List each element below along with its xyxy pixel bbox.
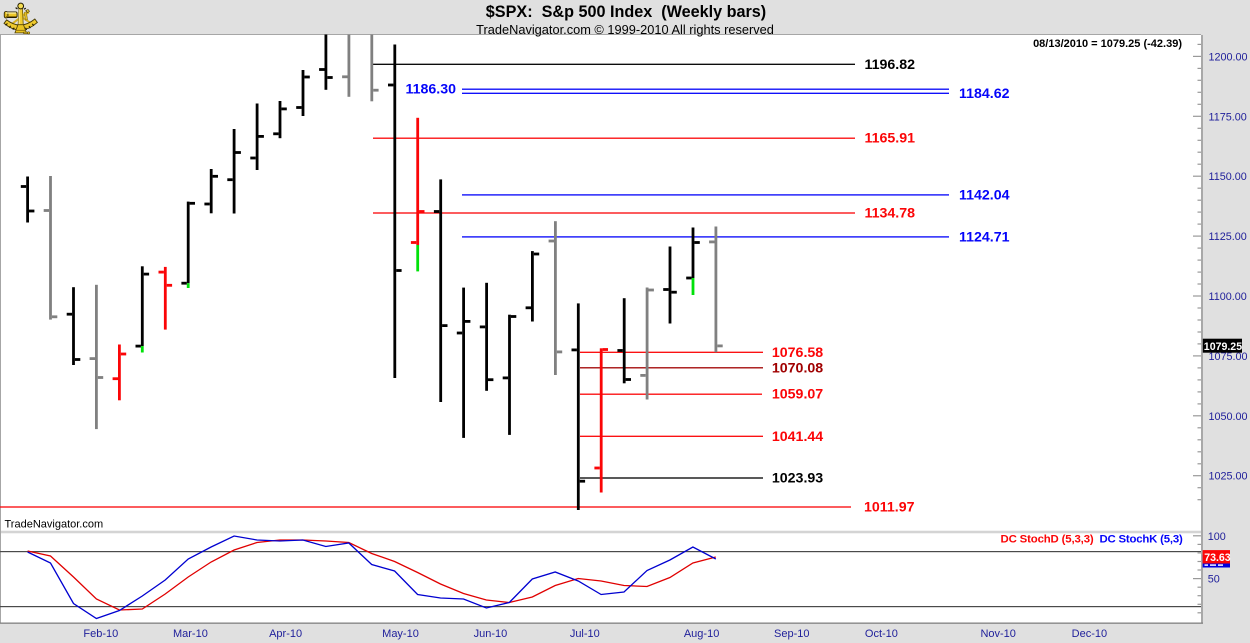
svg-text:1041.44: 1041.44	[772, 429, 823, 445]
svg-text:1175.00: 1175.00	[1209, 111, 1247, 123]
svg-text:1200.00: 1200.00	[1209, 51, 1248, 63]
svg-text:100: 100	[1208, 531, 1226, 543]
svg-text:1023.93: 1023.93	[772, 471, 823, 487]
svg-text:1134.78: 1134.78	[865, 206, 916, 222]
svg-text:1142.04: 1142.04	[959, 187, 1010, 203]
svg-text:1196.82: 1196.82	[865, 57, 916, 73]
svg-text:1059.07: 1059.07	[772, 387, 823, 403]
svg-text:1079.25: 1079.25	[1204, 341, 1242, 353]
svg-text:1125.00: 1125.00	[1209, 231, 1247, 243]
svg-text:1150.00: 1150.00	[1209, 171, 1247, 183]
svg-text:1184.62: 1184.62	[959, 86, 1010, 102]
svg-text:TradeNavigator.com: TradeNavigator.com	[5, 519, 104, 531]
svg-text:08/13/2010 = 1079.25 (-42.39): 08/13/2010 = 1079.25 (-42.39)	[1033, 38, 1182, 50]
svg-text:Mar-10: Mar-10	[173, 628, 208, 640]
svg-text:1165.91: 1165.91	[865, 131, 916, 147]
svg-text:$SPX: S&p 500 Index (Weekly: $SPX: S&p 500 Index (Weekly bars)	[486, 3, 766, 21]
svg-text:DC StochD (5,3,3): DC StochD (5,3,3)	[1001, 534, 1094, 546]
svg-text:May-10: May-10	[382, 628, 419, 640]
svg-text:Dec-10: Dec-10	[1072, 628, 1107, 640]
svg-text:DC StochK (5,3): DC StochK (5,3)	[1100, 534, 1183, 546]
svg-text:Nov-10: Nov-10	[980, 628, 1015, 640]
svg-text:Jul-10: Jul-10	[570, 628, 600, 640]
svg-text:1100.00: 1100.00	[1209, 291, 1247, 303]
svg-text:TradeNavigator.com © 1999-2010: TradeNavigator.com © 1999-2010 All right…	[476, 22, 774, 37]
svg-text:Feb-10: Feb-10	[83, 628, 118, 640]
svg-text:Apr-10: Apr-10	[269, 628, 302, 640]
svg-text:1011.97: 1011.97	[864, 500, 915, 516]
svg-text:1025.00: 1025.00	[1209, 471, 1248, 483]
svg-text:Sep-10: Sep-10	[774, 628, 809, 640]
svg-text:Jun-10: Jun-10	[474, 628, 508, 640]
svg-text:1070.08: 1070.08	[772, 360, 823, 376]
svg-text:50: 50	[1208, 574, 1220, 586]
svg-text:Oct-10: Oct-10	[865, 628, 898, 640]
svg-text:1075.00: 1075.00	[1209, 351, 1248, 363]
svg-text:Aug-10: Aug-10	[684, 628, 719, 640]
svg-text:1186.30: 1186.30	[405, 82, 456, 98]
svg-text:1050.00: 1050.00	[1209, 411, 1248, 423]
svg-text:1076.58: 1076.58	[772, 345, 823, 361]
svg-text:1124.71: 1124.71	[959, 229, 1010, 245]
svg-text:73.63: 73.63	[1204, 552, 1231, 564]
